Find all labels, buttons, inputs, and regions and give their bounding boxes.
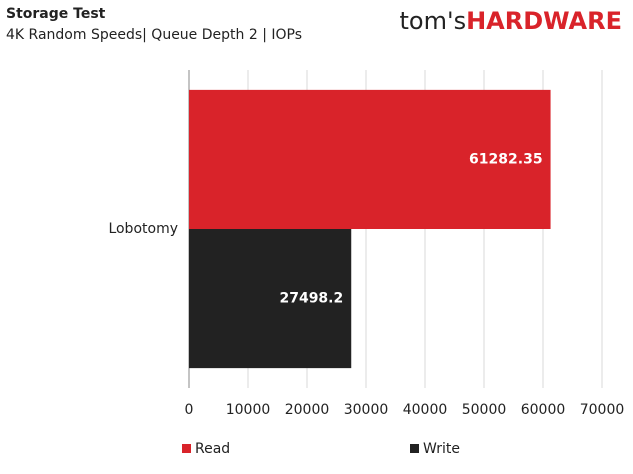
y-tick-label: Lobotomy xyxy=(108,221,178,237)
brand-logo: tom'sHARDWARE xyxy=(400,7,622,35)
x-tick-label: 30000 xyxy=(344,402,389,418)
x-tick-label: 20000 xyxy=(285,402,330,418)
bar xyxy=(189,89,551,229)
x-tick-label: 70000 xyxy=(580,402,625,418)
x-tick-label: 50000 xyxy=(462,402,507,418)
chart-subtitle: 4K Random Speeds| Queue Depth 2 | IOPs xyxy=(6,27,302,43)
x-tick-label: 40000 xyxy=(403,402,448,418)
x-tick-label: 10000 xyxy=(226,402,271,418)
legend-swatch xyxy=(182,444,191,453)
legend-label: Read xyxy=(195,441,230,457)
x-tick-label: 60000 xyxy=(521,402,566,418)
x-tick-label: 0 xyxy=(185,402,194,418)
legend-swatch xyxy=(410,444,419,453)
value-label: 27498.2 xyxy=(279,291,343,307)
brand-name: HARDWARE xyxy=(466,7,622,35)
value-label: 61282.35 xyxy=(469,151,543,167)
brand-prefix: tom's xyxy=(400,7,467,35)
legend-label: Write xyxy=(423,441,460,457)
bar xyxy=(189,229,352,369)
chart-title: Storage Test xyxy=(6,6,106,22)
